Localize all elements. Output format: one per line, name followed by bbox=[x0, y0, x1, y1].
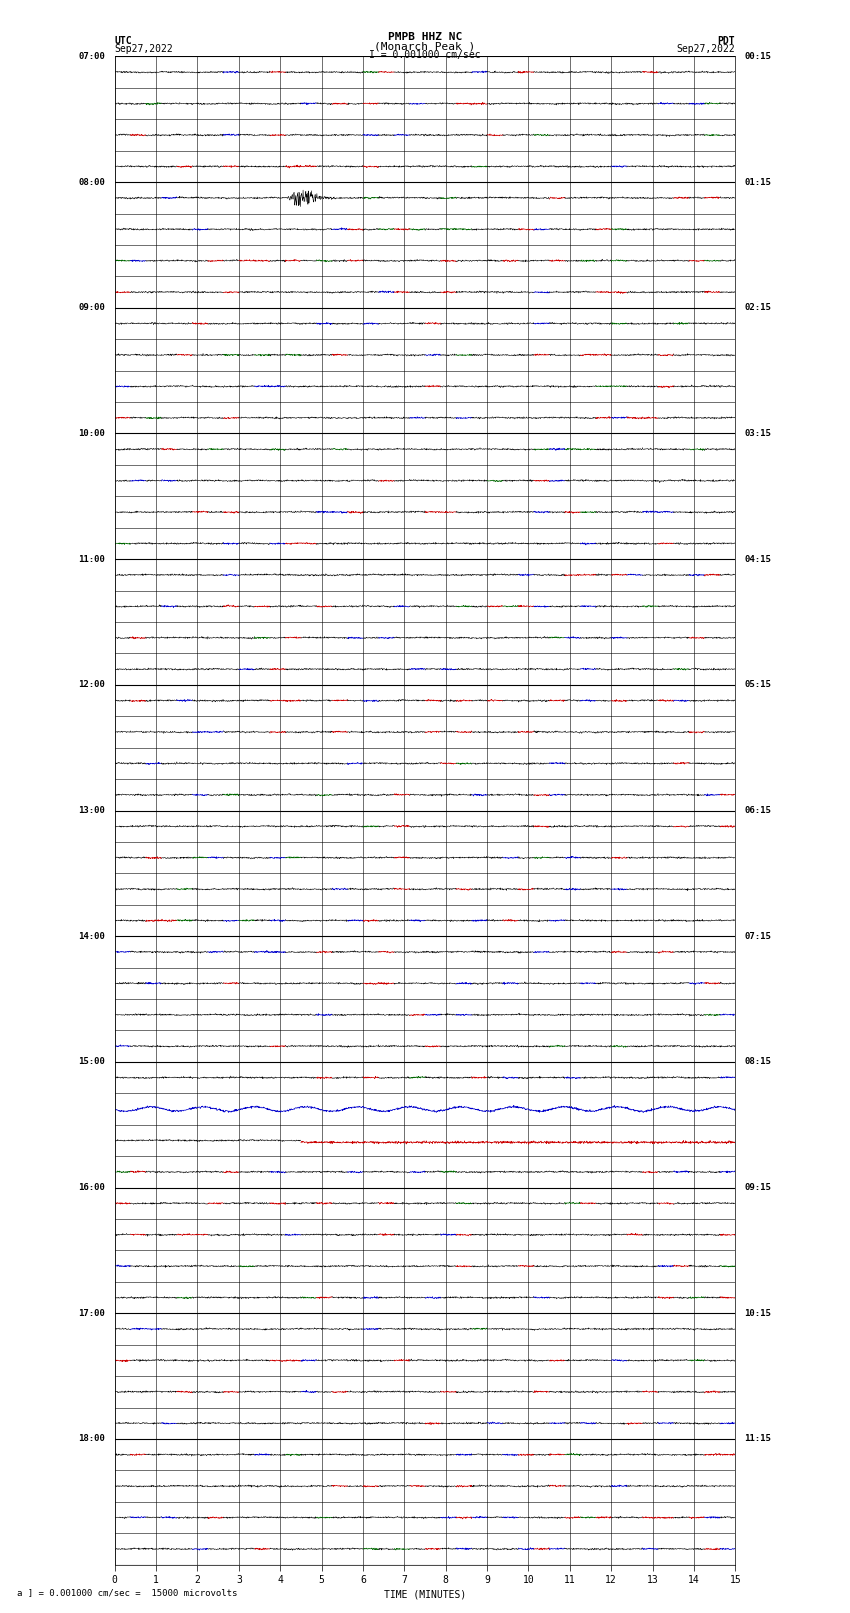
Text: 13:00: 13:00 bbox=[78, 806, 105, 815]
Text: UTC: UTC bbox=[115, 37, 133, 47]
Text: 11:15: 11:15 bbox=[745, 1434, 772, 1444]
Text: 15:00: 15:00 bbox=[78, 1058, 105, 1066]
Text: PMPB HHZ NC: PMPB HHZ NC bbox=[388, 32, 462, 42]
Text: 14:00: 14:00 bbox=[78, 932, 105, 940]
Text: Sep27,2022: Sep27,2022 bbox=[677, 44, 735, 55]
Text: 00:15: 00:15 bbox=[745, 52, 772, 61]
Text: 11:00: 11:00 bbox=[78, 555, 105, 563]
Text: 18:00: 18:00 bbox=[78, 1434, 105, 1444]
Text: 16:00: 16:00 bbox=[78, 1182, 105, 1192]
Text: 07:15: 07:15 bbox=[745, 932, 772, 940]
Text: I = 0.001000 cm/sec: I = 0.001000 cm/sec bbox=[369, 50, 481, 60]
Text: (Monarch Peak ): (Monarch Peak ) bbox=[374, 40, 476, 52]
Text: 05:15: 05:15 bbox=[745, 681, 772, 689]
Text: 07:00: 07:00 bbox=[78, 52, 105, 61]
Text: PDT: PDT bbox=[717, 37, 735, 47]
X-axis label: TIME (MINUTES): TIME (MINUTES) bbox=[384, 1589, 466, 1598]
Text: Sep27,2022: Sep27,2022 bbox=[115, 44, 173, 55]
Text: 06:15: 06:15 bbox=[745, 806, 772, 815]
Text: 17:00: 17:00 bbox=[78, 1308, 105, 1318]
Text: 08:15: 08:15 bbox=[745, 1058, 772, 1066]
Text: 12:00: 12:00 bbox=[78, 681, 105, 689]
Text: 02:15: 02:15 bbox=[745, 303, 772, 313]
Text: 09:15: 09:15 bbox=[745, 1182, 772, 1192]
Text: 08:00: 08:00 bbox=[78, 177, 105, 187]
Text: 04:15: 04:15 bbox=[745, 555, 772, 563]
Text: 10:00: 10:00 bbox=[78, 429, 105, 439]
Text: 10:15: 10:15 bbox=[745, 1308, 772, 1318]
Text: 01:15: 01:15 bbox=[745, 177, 772, 187]
Text: 03:15: 03:15 bbox=[745, 429, 772, 439]
Text: 09:00: 09:00 bbox=[78, 303, 105, 313]
Text: a ] = 0.001000 cm/sec =  15000 microvolts: a ] = 0.001000 cm/sec = 15000 microvolts bbox=[17, 1587, 237, 1597]
